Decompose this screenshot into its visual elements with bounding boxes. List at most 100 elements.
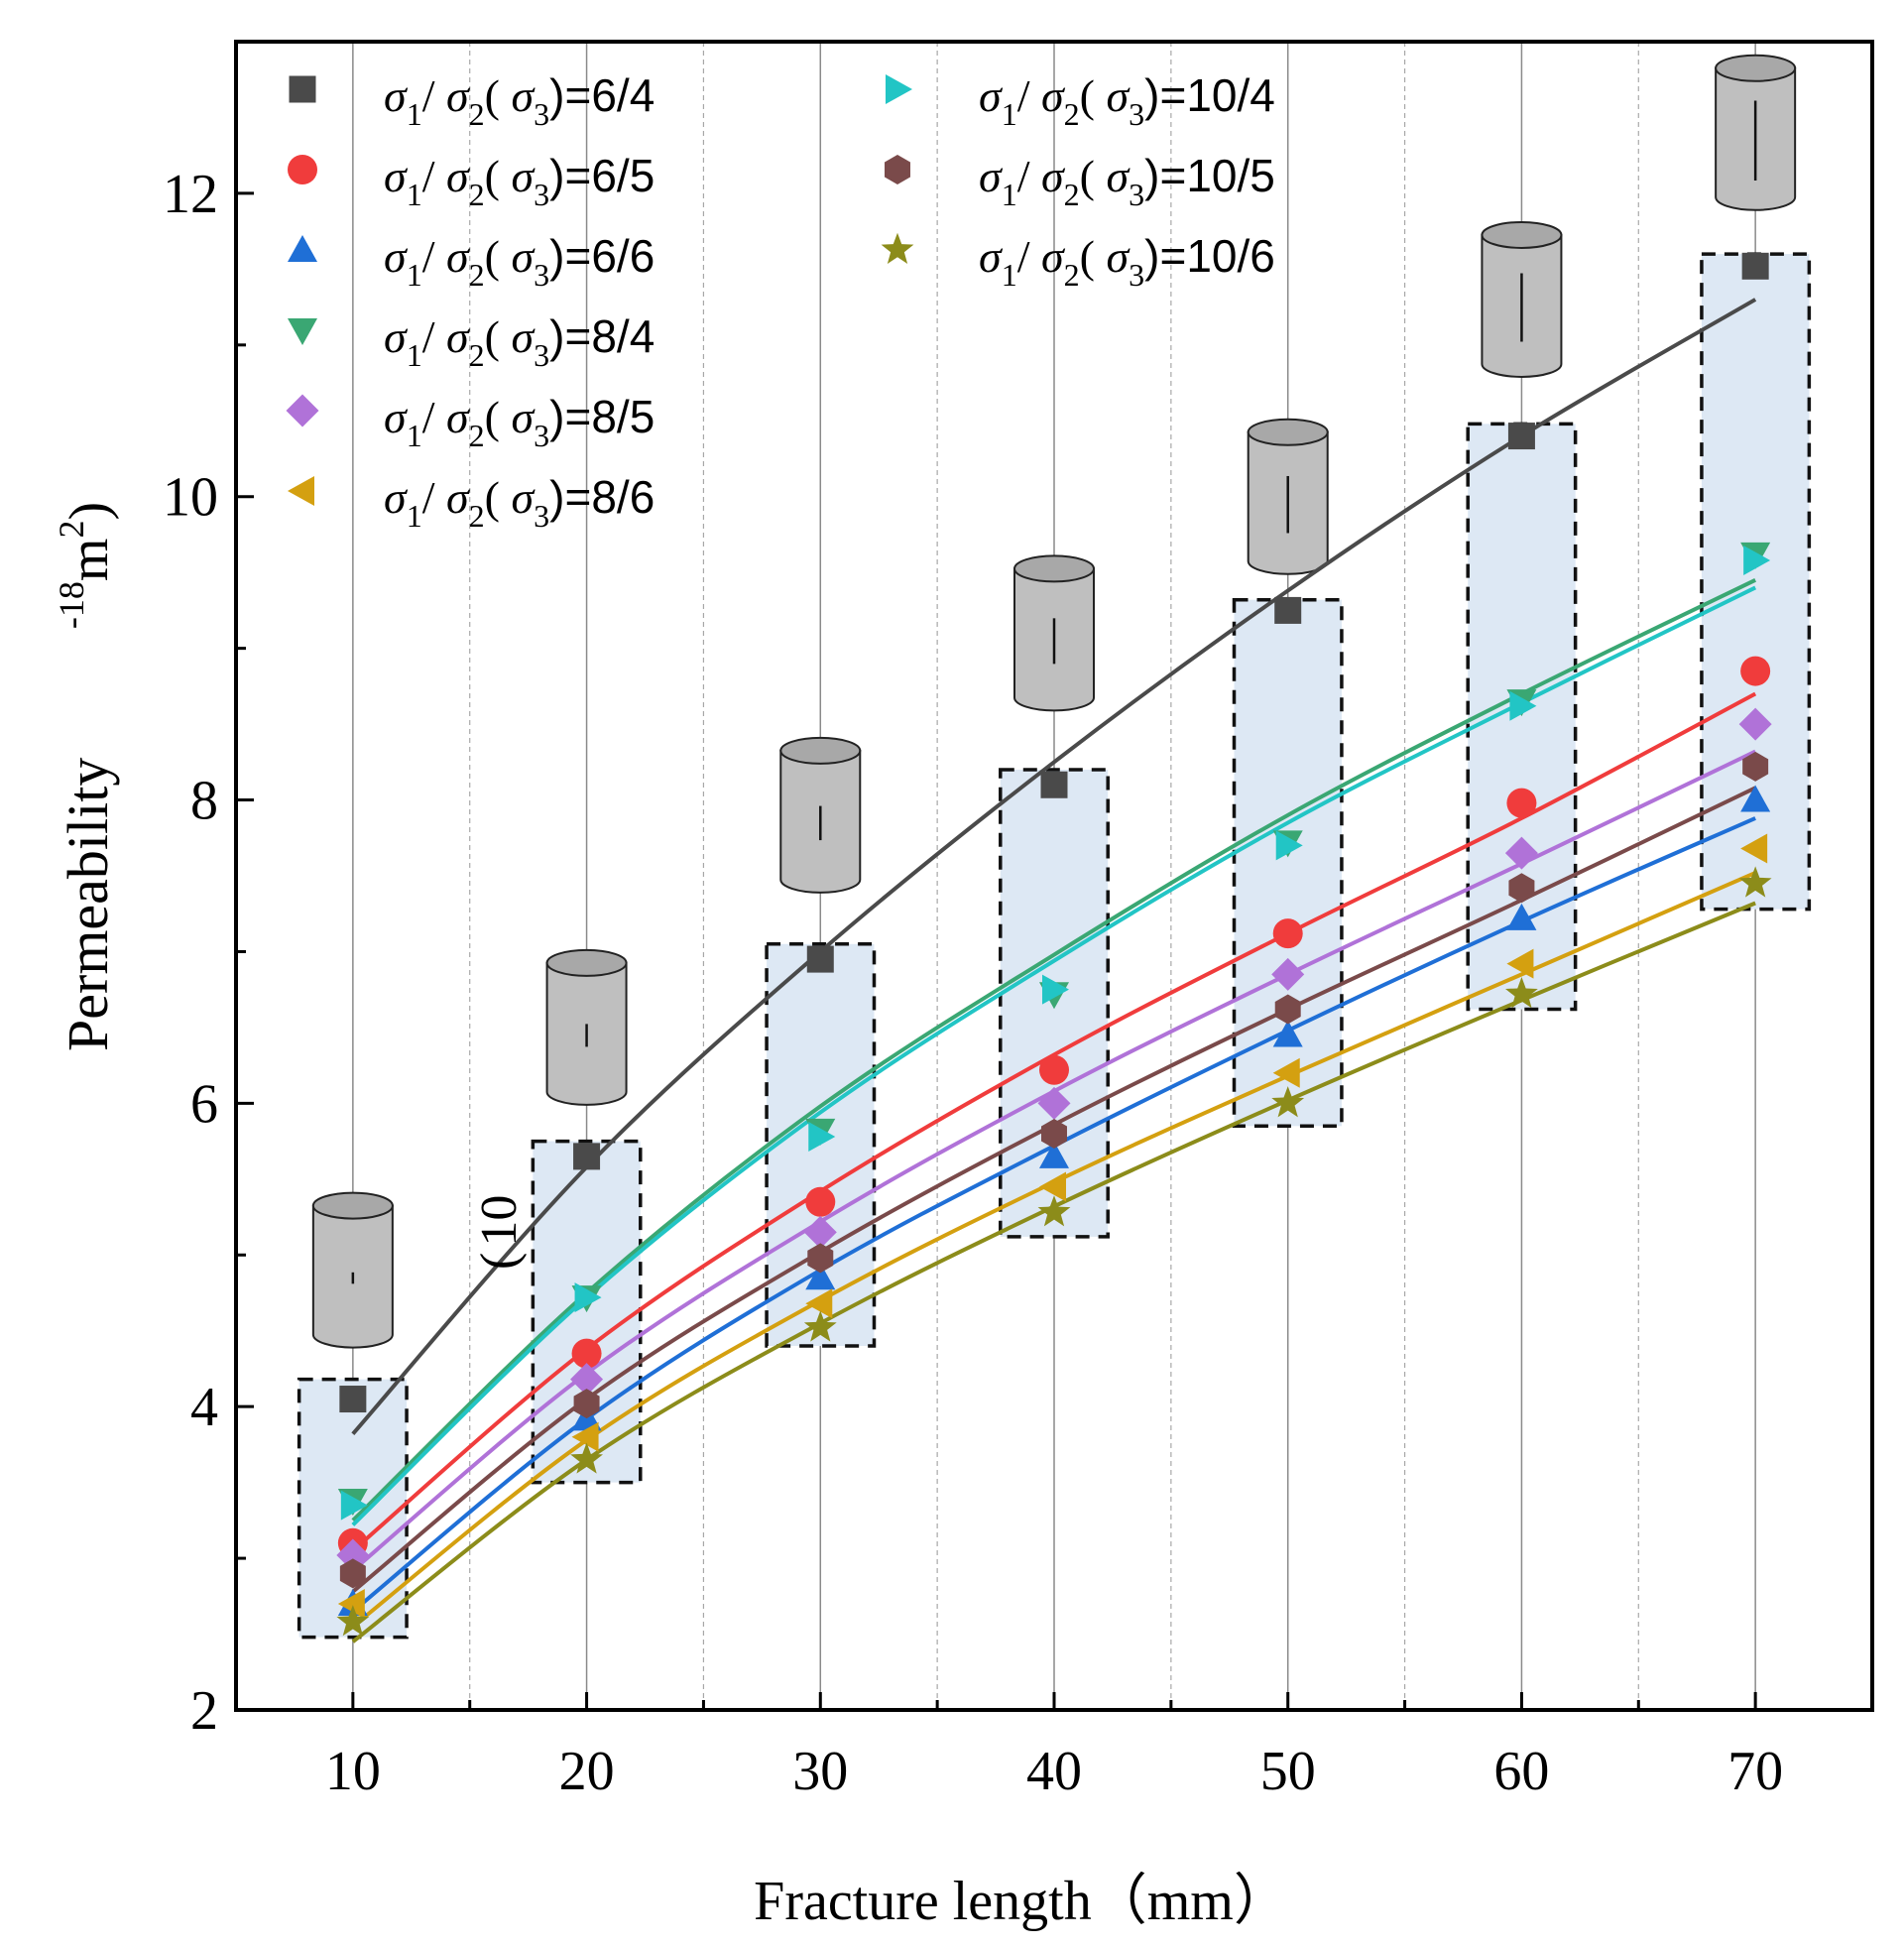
data-point-8-6: [1039, 1171, 1066, 1202]
legend-label-part: σ: [1106, 151, 1130, 201]
legend-label-value: )=8/6: [549, 471, 654, 523]
svg-text:Permeability: Permeability: [56, 758, 120, 1051]
data-point-10-4: [808, 1122, 836, 1153]
y-axis-title-main: Permeability: [56, 758, 120, 1051]
legend-label-part: σ: [1041, 231, 1066, 282]
legend-item-6-5: σ1/ σ2( σ3)=6/5: [288, 150, 654, 212]
data-point-6-6: [1740, 785, 1771, 812]
legend-label-part: 3: [1129, 177, 1144, 212]
data-point-10-4: [340, 1490, 368, 1521]
legend-label-part: /: [1017, 151, 1041, 201]
specimen-cylinder-icon: [779, 736, 862, 894]
legend-label-part: σ: [384, 70, 409, 121]
y-axis-unit-m: m: [59, 539, 120, 582]
legend-label-part: σ: [979, 231, 1004, 282]
data-point-6-4: [1507, 423, 1535, 450]
legend-label-part: 2: [1064, 257, 1080, 293]
legend-label-part: /: [1017, 70, 1041, 121]
legend-label-part: 3: [534, 177, 549, 212]
legend-item-6-6: σ1/ σ2( σ3)=6/6: [288, 230, 654, 293]
data-point-10-5: [1508, 873, 1535, 904]
y-axis-unit-paren: (: [471, 1253, 528, 1270]
legend-label-part: 2: [469, 337, 485, 373]
data-point-10-5: [573, 1389, 600, 1419]
data-point-10-5: [807, 1243, 834, 1274]
data-point-6-4: [1741, 252, 1769, 280]
legend-label-part: 3: [534, 418, 549, 453]
legend-label-part: σ: [511, 151, 536, 201]
legend-marker: [288, 476, 314, 506]
legend-label-part: (: [485, 311, 512, 362]
x-tick-label: 60: [1493, 1741, 1549, 1802]
legend: σ1/ σ2( σ3)=6/4σ1/ σ2( σ3)=6/5σ1/ σ2( σ3…: [286, 69, 1275, 534]
legend-label-part: (: [485, 151, 512, 201]
legend-label-part: σ: [1041, 151, 1066, 201]
data-point-6-5: [1740, 656, 1771, 686]
legend-label-part: σ: [511, 472, 536, 523]
legend-label-part: 2: [1064, 96, 1080, 132]
data-point-6-5: [1039, 1054, 1069, 1085]
legend-item-10-4: σ1/ σ2( σ3)=10/4: [886, 69, 1275, 132]
data-point-10-6: [1271, 1086, 1305, 1118]
data-point-8-6: [571, 1421, 599, 1452]
data-point-6-5: [1272, 918, 1303, 949]
legend-label-part: σ: [384, 472, 409, 523]
y-tick-label: 6: [190, 1073, 218, 1135]
legend-label-part: σ: [446, 472, 471, 523]
legend-item-10-6: σ1/ σ2( σ3)=10/6: [881, 230, 1275, 293]
data-point-6-5: [1506, 788, 1537, 818]
data-point-8-6: [805, 1288, 833, 1319]
legend-label-value: )=10/5: [1144, 150, 1275, 201]
legend-marker: [886, 74, 912, 104]
data-point-8-5: [1037, 1086, 1071, 1120]
legend-label: σ1/ σ2( σ3)=10/4: [979, 69, 1275, 132]
legend-label-part: 1: [1002, 257, 1017, 293]
cylinder-top: [779, 736, 862, 765]
legend-item-8-5: σ1/ σ2( σ3)=8/5: [286, 391, 654, 453]
x-tick-label: 70: [1727, 1741, 1783, 1802]
legend-label-part: 3: [1129, 257, 1144, 293]
legend-item-8-6: σ1/ σ2( σ3)=8/6: [288, 471, 654, 534]
x-tick-label: 30: [792, 1741, 848, 1802]
legend-label: σ1/ σ2( σ3)=8/5: [384, 391, 654, 453]
legend-label-part: 3: [534, 498, 549, 534]
legend-label-part: 3: [534, 337, 549, 373]
legend-label-part: /: [422, 231, 446, 282]
legend-label-part: 1: [407, 498, 422, 534]
legend-label-part: 1: [407, 257, 422, 293]
y-axis-unit-ten: (10: [471, 1195, 528, 1270]
legend-label-value: )=8/4: [549, 310, 654, 362]
data-point-6-5: [571, 1338, 602, 1369]
legend-label-part: σ: [446, 392, 471, 442]
legend-label-part: σ: [446, 151, 471, 201]
legend-label-part: (: [485, 231, 512, 282]
specimen-cylinder-icon: [545, 948, 628, 1106]
legend-label-value: )=10/6: [1144, 230, 1275, 282]
legend-label-part: σ: [511, 70, 536, 121]
legend-label: σ1/ σ2( σ3)=8/6: [384, 471, 654, 534]
legend-marker: [288, 155, 317, 184]
data-point-10-4: [1042, 974, 1069, 1005]
legend-label-part: σ: [511, 311, 536, 362]
data-point-10-4: [1509, 690, 1537, 721]
legend-label-part: 2: [1064, 177, 1080, 212]
y-tick-label: 8: [190, 771, 218, 832]
y-axis-unit-ten-value: 10: [471, 1195, 528, 1247]
data-point-6-6: [1039, 1141, 1069, 1168]
cylinder-top: [1247, 418, 1329, 446]
legend-label-part: (: [485, 392, 512, 442]
data-point-layer: [336, 252, 1772, 1637]
legend-label-part: 3: [534, 257, 549, 293]
legend-label-part: 1: [407, 96, 422, 132]
legend-label-part: 1: [407, 177, 422, 212]
y-tick-label: 12: [163, 164, 218, 225]
x-tick-label: 10: [325, 1741, 381, 1802]
data-point-10-5: [1274, 994, 1301, 1025]
legend-label-part: /: [422, 472, 446, 523]
y-tick-label: 10: [163, 467, 218, 529]
x-tick-label: 20: [559, 1741, 615, 1802]
legend-label-part: σ: [1106, 70, 1130, 121]
legend-label-part: 1: [1002, 177, 1017, 212]
legend-label-part: 2: [469, 257, 485, 293]
